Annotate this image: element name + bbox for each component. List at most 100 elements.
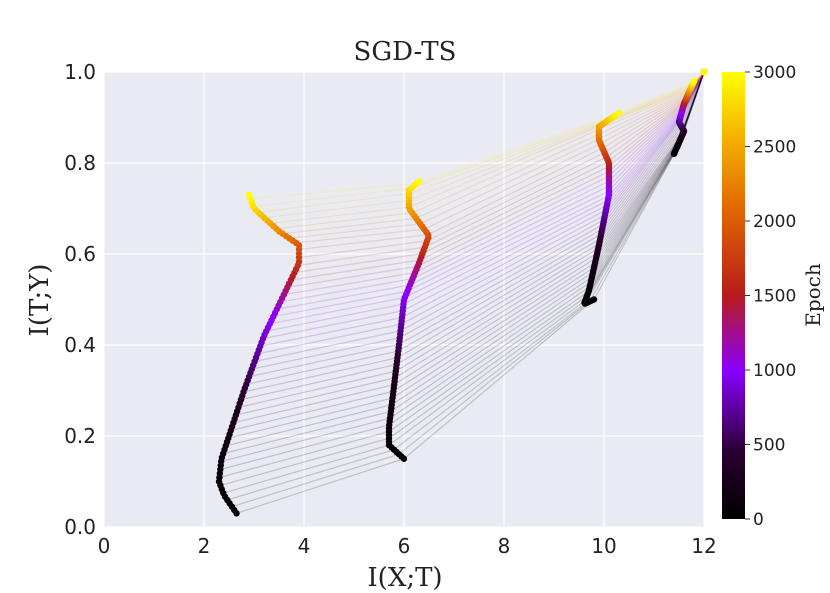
epoch-connection-line	[262, 310, 403, 340]
colorbar-tick-label: 500	[753, 436, 785, 456]
epoch-connection-line	[608, 109, 683, 187]
epoch-connection-line	[592, 138, 681, 273]
x-axis-label: I(X;T)	[367, 563, 442, 593]
epoch-connection-line	[411, 116, 614, 189]
epoch-connection-line	[606, 116, 681, 206]
epoch-connection-line	[276, 212, 413, 230]
x-tick-label: 2	[198, 534, 211, 558]
colorbar-tick-label: 1500	[753, 287, 796, 307]
epoch-connection-line	[225, 404, 392, 447]
colorbar-tick-label: 1000	[753, 361, 796, 381]
epoch-connection-line	[223, 410, 392, 455]
epoch-connection-line	[233, 384, 395, 424]
epoch-connection-line	[598, 89, 691, 130]
epoch-connection-line	[603, 121, 680, 221]
epoch-connection-line	[409, 185, 610, 286]
epoch-connection-line	[260, 316, 403, 347]
epoch-connection-line	[612, 82, 694, 118]
epoch-connection-line	[595, 134, 684, 259]
y-tick-labels: 0.0 0.2 0.4 0.6 0.8 1.0	[64, 60, 96, 539]
y-tick-label: 0.8	[64, 151, 96, 175]
epoch-connection-line	[393, 257, 597, 386]
epoch-connection-line	[608, 100, 686, 163]
epoch-connection-line	[219, 431, 390, 479]
epoch-connection-line	[586, 147, 678, 297]
epoch-connection-line	[608, 105, 684, 177]
epoch-connection-line	[400, 219, 605, 332]
epoch-connection-line	[408, 119, 610, 195]
trajectory-point	[615, 109, 623, 117]
epoch-connection-line	[236, 458, 405, 514]
epoch-connection-line	[594, 135, 683, 264]
epoch-connection-line	[608, 104, 685, 172]
epoch-connection-line	[403, 199, 609, 305]
epoch-connection-line	[297, 246, 425, 266]
y-tick-label: 0.0	[64, 515, 96, 539]
epoch-connection-line	[682, 71, 705, 133]
epoch-connection-line	[391, 271, 594, 406]
epoch-connection-line	[280, 278, 413, 303]
epoch-connection-line	[235, 377, 396, 416]
epoch-connection-line	[221, 417, 391, 463]
epoch-connection-line	[590, 142, 680, 283]
trajectory-point	[690, 77, 698, 85]
epoch-connection-line	[423, 143, 601, 230]
y-tick-label: 0.2	[64, 424, 96, 448]
epoch-connection-line	[399, 223, 604, 339]
epoch-connection-line	[388, 295, 588, 439]
epoch-connection-line	[282, 217, 417, 235]
y-axis-label: I(T;Y)	[25, 264, 55, 337]
epoch-connection-line	[298, 234, 429, 251]
epoch-connection-line	[287, 265, 418, 288]
epoch-connection-line	[273, 290, 408, 318]
epoch-connection-line	[392, 267, 595, 399]
colorbar-tick-labels: 0 500 1000 1500 2000 2500 3000	[745, 63, 796, 530]
epoch-connection-line	[270, 206, 410, 224]
y-tick-label: 0.4	[64, 333, 96, 357]
grid-lines	[103, 71, 705, 528]
epoch-connection-line	[588, 145, 679, 292]
epoch-connection-line	[397, 238, 601, 359]
epoch-connection-line	[407, 190, 610, 292]
epoch-connection-line	[393, 303, 586, 451]
epoch-connection-line	[269, 296, 405, 325]
epoch-connection-line	[424, 156, 607, 248]
epoch-connection-line	[250, 182, 417, 200]
epoch-connection-line	[608, 107, 684, 182]
epoch-connection-line	[243, 357, 398, 393]
colorbar-tick-label: 3000	[753, 63, 796, 83]
epoch-connection-line	[388, 300, 586, 446]
chart-title: SGD-TS	[354, 37, 457, 67]
epoch-connection-line	[395, 247, 599, 372]
epoch-connection-line	[388, 290, 589, 433]
epoch-connection-line	[600, 126, 682, 235]
epoch-connection-line	[593, 137, 682, 268]
epoch-connection-line	[682, 71, 705, 130]
epoch-connection-line	[604, 86, 692, 124]
epoch-connection-line	[404, 195, 610, 298]
epoch-connection-line	[414, 175, 610, 273]
epoch-connection-line	[394, 252, 598, 379]
epoch-connection-line	[397, 233, 602, 352]
epoch-connection-line	[298, 240, 428, 259]
epoch-connection-line	[254, 330, 401, 363]
epoch-connection-line	[682, 71, 705, 135]
y-tick-label: 1.0	[64, 60, 96, 84]
epoch-connection-line	[283, 271, 416, 296]
epoch-connection-line	[419, 138, 600, 225]
epoch-connection-line	[401, 209, 607, 318]
epoch-connection-line	[415, 133, 600, 219]
epoch-connection-line	[220, 424, 390, 471]
epoch-connection-line	[616, 81, 694, 115]
epoch-connection-line	[398, 228, 603, 345]
epoch-connection-line	[606, 99, 687, 158]
colorbar	[722, 72, 745, 519]
epoch-connection-line	[248, 343, 400, 378]
epoch-connection-line	[223, 444, 390, 494]
epoch-connection-line	[403, 299, 595, 460]
epoch-connection-line	[412, 180, 610, 280]
epoch-connection-line	[422, 161, 609, 255]
epoch-connection-line	[598, 129, 684, 245]
epoch-connection-line	[411, 128, 600, 214]
epoch-connection-line	[258, 193, 410, 213]
